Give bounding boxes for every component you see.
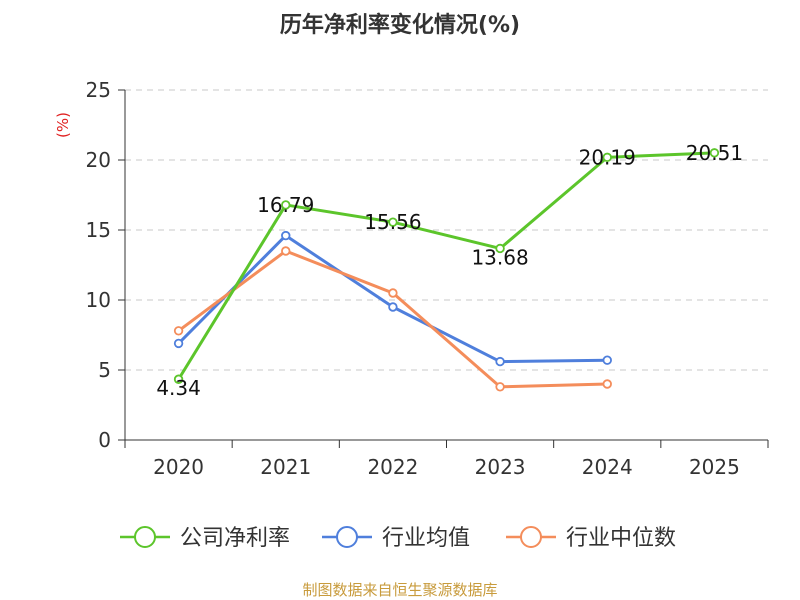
data-label: 20.19: [579, 145, 636, 169]
data-point[interactable]: [281, 246, 291, 256]
x-tick-label: 2020: [153, 455, 204, 479]
x-tick-label: 2025: [689, 455, 740, 479]
legend-item[interactable]: 行业中位数: [506, 526, 676, 551]
x-tick-label: 2023: [475, 455, 526, 479]
chart-title: 历年净利率变化情况(%): [280, 12, 520, 38]
data-label: 13.68: [471, 245, 528, 269]
data-point[interactable]: [173, 374, 184, 384]
x-tick-label: 2021: [260, 455, 311, 479]
y-tick-label: 5: [98, 358, 111, 382]
legend-label: 公司净利率: [180, 526, 290, 551]
data-point[interactable]: [495, 243, 505, 254]
data-point[interactable]: [602, 355, 612, 365]
data-point[interactable]: [173, 338, 184, 349]
data-point[interactable]: [495, 356, 505, 367]
legend-label: 行业均值: [382, 526, 470, 551]
legend-item[interactable]: 行业均值: [322, 526, 470, 551]
data-point[interactable]: [281, 200, 291, 210]
data-label: 4.34: [156, 376, 201, 400]
data-point[interactable]: [388, 302, 398, 312]
series-line: [177, 234, 609, 364]
data-point[interactable]: [495, 382, 505, 392]
data-label: 16.79: [257, 193, 314, 217]
y-tick-label: 25: [86, 78, 111, 102]
data-label: 20.51: [686, 141, 743, 165]
data-point[interactable]: [602, 152, 612, 163]
series-2: [173, 246, 612, 392]
y-tick-label: 10: [86, 288, 111, 312]
series-layer: [173, 148, 720, 392]
legend-marker-icon: [520, 526, 542, 548]
legend-label: 行业中位数: [566, 526, 676, 551]
legend-item[interactable]: 公司净利率: [120, 526, 290, 551]
y-tick-label: 20: [86, 148, 111, 172]
legend-marker-icon: [134, 526, 156, 548]
x-tick-label: 2022: [367, 455, 418, 479]
data-label-layer: 4.34 16.79 15.56 13.68 20.19 20.51: [156, 141, 743, 400]
y-tick-label: 15: [86, 218, 111, 242]
legend-marker-icon: [336, 526, 358, 548]
series-line: [177, 151, 716, 381]
data-point[interactable]: [388, 288, 398, 298]
series-0: [173, 148, 720, 384]
data-point[interactable]: [602, 379, 612, 389]
data-point[interactable]: [709, 148, 720, 158]
y-axis-unit-label: (%): [54, 112, 72, 138]
y-tick-label: 0: [98, 428, 111, 452]
grid-layer: [125, 89, 768, 371]
series-line: [177, 249, 609, 389]
data-label: 15.56: [364, 210, 421, 234]
legend[interactable]: 公司净利率 行业均值 行业中位数: [120, 526, 676, 551]
series-1: [173, 230, 612, 367]
x-tick-label: 2024: [582, 455, 633, 479]
data-point[interactable]: [281, 230, 291, 241]
source-note: 制图数据来自恒生聚源数据库: [302, 581, 497, 599]
data-point[interactable]: [388, 217, 398, 227]
data-point[interactable]: [173, 326, 184, 336]
